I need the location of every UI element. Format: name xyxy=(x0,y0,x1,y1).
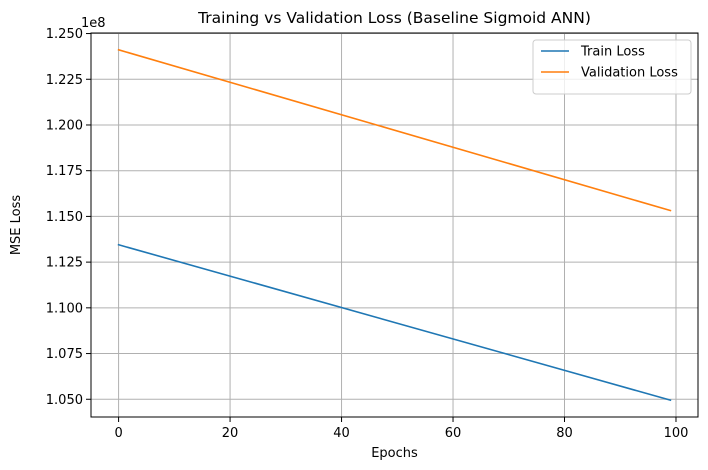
y-axis-offset-label: 1e8 xyxy=(81,16,106,31)
y-tick-label: 1.200 xyxy=(46,118,83,133)
grid-lines xyxy=(91,33,698,417)
x-tick-label: 40 xyxy=(333,426,350,441)
y-tick-label: 1.075 xyxy=(46,347,83,362)
chart-title: Training vs Validation Loss (Baseline Si… xyxy=(197,9,591,27)
x-tick-label: 100 xyxy=(664,426,689,441)
y-axis-label: MSE Loss xyxy=(9,195,24,256)
y-tick-label: 1.100 xyxy=(46,301,83,316)
y-tick-label: 1.175 xyxy=(46,164,83,179)
legend-box xyxy=(532,39,692,95)
x-tick-label: 0 xyxy=(114,426,122,441)
y-tick-label: 1.125 xyxy=(46,256,83,271)
x-axis-label: Epochs xyxy=(371,446,418,461)
x-tick-label: 20 xyxy=(222,426,239,441)
legend-label: Train Loss xyxy=(580,45,645,60)
y-tick-label: 1.150 xyxy=(46,210,83,225)
axis-ticks: 0 20 40 60 80 100 1.050 1.075 1.100 1.125 1.150 1.1… xyxy=(46,27,689,441)
x-tick-label: 60 xyxy=(445,426,462,441)
series-line xyxy=(117,243,672,402)
y-tick-label: 1.250 xyxy=(46,27,83,42)
y-tick-label: 1.050 xyxy=(46,393,83,408)
x-tick-label: 80 xyxy=(556,426,573,441)
legend-label: Validation Loss xyxy=(581,66,678,81)
legend: Train Loss Validation Loss xyxy=(532,39,692,95)
series-lines xyxy=(117,48,672,402)
series-line xyxy=(117,48,672,212)
plot-frame xyxy=(90,32,699,418)
y-tick-label: 1.225 xyxy=(46,73,83,88)
